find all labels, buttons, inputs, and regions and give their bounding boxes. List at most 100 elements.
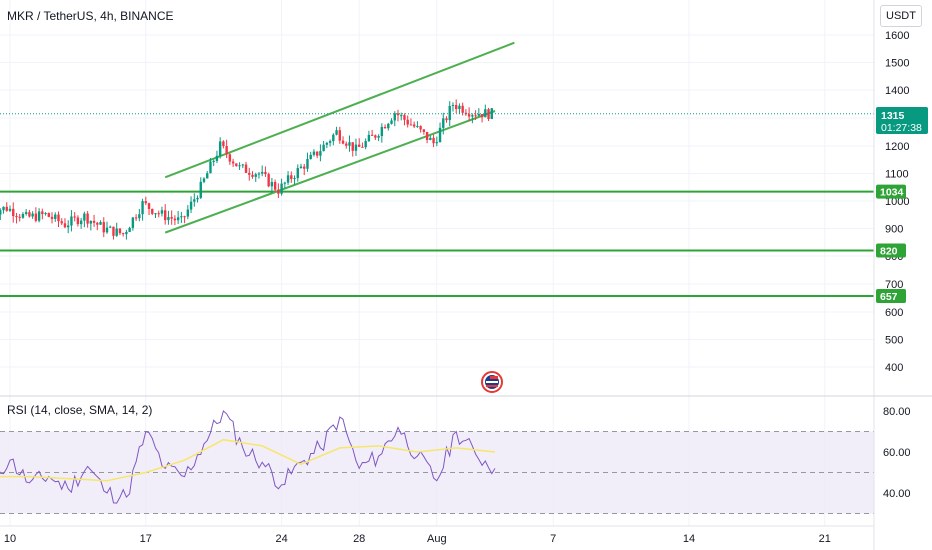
currency-button[interactable]: USDT bbox=[880, 5, 922, 27]
candle-body bbox=[21, 214, 25, 218]
candle-body bbox=[70, 216, 73, 226]
candle-body bbox=[341, 140, 345, 144]
candle-body bbox=[328, 141, 332, 143]
candle-body bbox=[448, 105, 451, 121]
candle-body bbox=[112, 226, 115, 236]
rsi-title[interactable]: RSI (14, close, SMA, 14, 2) bbox=[7, 403, 152, 417]
time-tick-label: 10 bbox=[4, 533, 16, 545]
candle-body bbox=[173, 218, 177, 221]
candle-body bbox=[238, 165, 241, 167]
candle-body bbox=[487, 109, 490, 119]
candle-body bbox=[105, 227, 109, 233]
candle-body bbox=[231, 161, 235, 164]
candle-body bbox=[244, 164, 248, 173]
candle-body bbox=[67, 225, 70, 228]
candle-body bbox=[358, 144, 361, 147]
candle-body bbox=[484, 109, 487, 118]
candle-body bbox=[306, 159, 309, 169]
candle-body bbox=[309, 154, 312, 160]
candle-body bbox=[322, 144, 325, 152]
candle-body bbox=[251, 174, 254, 177]
candle-body bbox=[189, 201, 193, 210]
candle-body bbox=[2, 206, 5, 211]
price-tick-label: 700 bbox=[885, 279, 903, 291]
price-tick-label: 1400 bbox=[885, 85, 909, 97]
rsi-ma-line bbox=[0, 438, 496, 482]
candle-body bbox=[419, 126, 422, 130]
candle-body bbox=[257, 173, 261, 175]
candle-body bbox=[286, 175, 290, 183]
candle-body bbox=[206, 173, 209, 179]
candle-body bbox=[125, 231, 128, 235]
candle-body bbox=[118, 228, 122, 234]
candle-body bbox=[270, 182, 274, 187]
candle-body bbox=[361, 146, 364, 148]
candle-body bbox=[63, 223, 67, 228]
candle-body bbox=[383, 126, 387, 129]
candle-body bbox=[228, 154, 232, 162]
candle-body bbox=[41, 211, 44, 215]
time-tick-label: 7 bbox=[550, 533, 556, 545]
candle-body bbox=[264, 171, 267, 175]
candle-body bbox=[28, 212, 31, 217]
candle-body bbox=[406, 119, 409, 125]
candle-body bbox=[400, 115, 403, 117]
candle-body bbox=[96, 222, 99, 225]
candle-body bbox=[47, 213, 50, 217]
time-tick-label: 24 bbox=[275, 533, 287, 545]
candle-body bbox=[303, 166, 306, 169]
candle-body bbox=[315, 151, 319, 156]
us-flag-icon[interactable] bbox=[481, 371, 503, 393]
level-tag-label: 820 bbox=[880, 246, 898, 258]
candle-body bbox=[50, 216, 54, 219]
candle-body bbox=[160, 210, 164, 214]
price-tick-label: 1500 bbox=[885, 58, 909, 70]
candle-body bbox=[429, 137, 432, 141]
candle-body bbox=[471, 115, 474, 117]
rsi-line bbox=[0, 410, 496, 504]
candle-body bbox=[170, 217, 173, 219]
candle-body bbox=[364, 141, 367, 148]
level-tag bbox=[876, 243, 906, 258]
candle-body bbox=[455, 104, 458, 110]
candle-body bbox=[325, 142, 329, 145]
time-axis[interactable]: 10 17 24 28 Aug 7 14 21 bbox=[4, 533, 831, 545]
rsi-tick-label: 80.00 bbox=[883, 406, 911, 418]
candle-body bbox=[99, 222, 102, 225]
candle-body bbox=[396, 113, 400, 116]
candle-body bbox=[458, 105, 461, 110]
candle-body bbox=[290, 175, 293, 179]
candle-body bbox=[467, 114, 471, 117]
price-tick-label: 1600 bbox=[885, 30, 909, 42]
candle-body bbox=[241, 164, 244, 166]
price-axis[interactable]: 1600150014001300120011001000900800700600… bbox=[885, 30, 909, 374]
price-tick-label: 1200 bbox=[885, 141, 909, 153]
candle-body bbox=[477, 114, 481, 116]
candle-body bbox=[209, 161, 212, 174]
candle-body bbox=[89, 220, 93, 224]
symbol-title[interactable]: MKR / TetherUS, 4h, BINANCE bbox=[7, 9, 174, 23]
candle-body bbox=[83, 213, 86, 221]
level-tag-label: 1034 bbox=[880, 187, 904, 199]
candle-body bbox=[34, 213, 38, 221]
candle-body bbox=[86, 213, 89, 224]
candle-body bbox=[212, 160, 215, 162]
candle-body bbox=[345, 143, 348, 146]
level-tags: 1034 820 657 bbox=[876, 184, 906, 304]
candles bbox=[0, 99, 493, 240]
rsi-tick-label: 40.00 bbox=[883, 488, 911, 500]
candle-body bbox=[277, 189, 280, 194]
candle-body bbox=[367, 134, 371, 142]
candle-body bbox=[299, 166, 303, 169]
candle-body bbox=[193, 199, 196, 202]
candle-body bbox=[167, 217, 170, 221]
candle-body bbox=[377, 136, 380, 138]
candle-body bbox=[157, 213, 160, 215]
candle-body bbox=[422, 129, 426, 132]
rsi-axis[interactable]: 80.00 60.00 40.00 bbox=[883, 406, 911, 500]
candle-body bbox=[218, 141, 222, 156]
candle-body bbox=[409, 124, 413, 126]
price-tick-label: 1000 bbox=[885, 196, 909, 208]
price-tick-label: 900 bbox=[885, 224, 903, 236]
